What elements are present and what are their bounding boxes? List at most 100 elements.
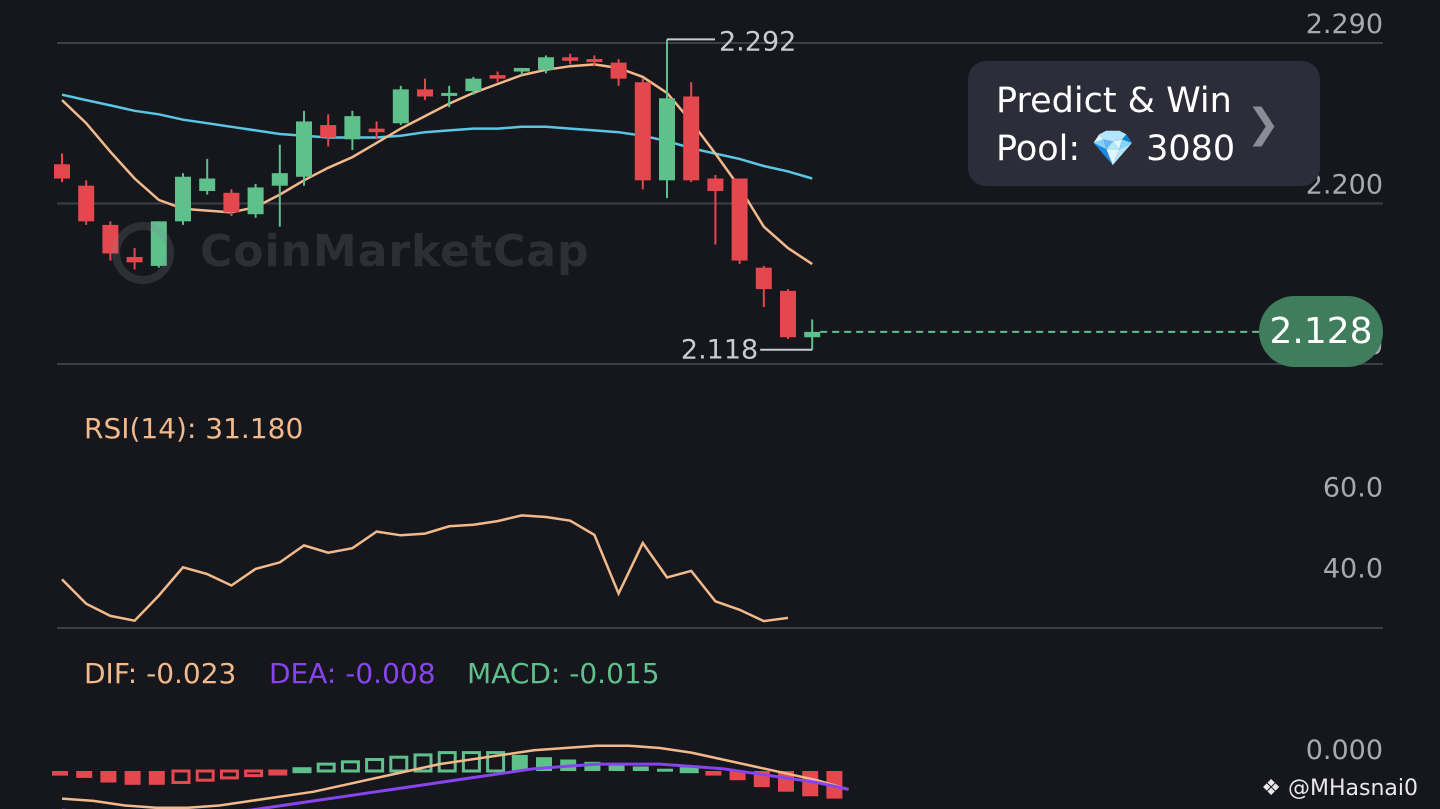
- macd-bar: [679, 767, 699, 774]
- candle: [344, 110, 361, 150]
- candle: [755, 265, 772, 307]
- chevron-right-icon: ❯: [1246, 101, 1280, 147]
- candle-body: [659, 98, 675, 181]
- candle-body: [489, 75, 506, 79]
- macd-bar: [100, 771, 117, 783]
- rsi-label: RSI(14): 31.180: [84, 412, 304, 445]
- candle-body: [296, 121, 312, 177]
- candle-body: [54, 164, 70, 179]
- candle-body: [78, 185, 95, 222]
- candle-body: [392, 89, 409, 124]
- macd-bar: [316, 762, 336, 773]
- macd-bar: [461, 751, 481, 773]
- pool-label: Pool:: [996, 129, 1092, 169]
- author-handle: @MHasnai: [1287, 776, 1404, 801]
- pool-value: 3080: [1146, 129, 1236, 169]
- macd-bar: [389, 755, 409, 773]
- dea-line: [62, 762, 849, 809]
- candle: [683, 82, 700, 183]
- dea-label: DEA: -0.008: [269, 657, 436, 690]
- ma-long-line: [61, 93, 813, 180]
- candle-body: [755, 267, 772, 290]
- candle-body: [199, 178, 216, 192]
- candle: [465, 76, 482, 95]
- candles: [54, 39, 821, 350]
- candle-body: [368, 128, 385, 133]
- candle: [199, 158, 216, 195]
- candle-body: [247, 187, 264, 215]
- candle: [392, 85, 409, 126]
- rsi-line: [61, 514, 789, 623]
- macd-label: MACD: -0.015: [467, 657, 660, 690]
- macd-tick-label: 0.000: [1306, 735, 1383, 766]
- macd-bar: [486, 751, 506, 773]
- candle-body: [634, 82, 651, 181]
- binance-icon: ❖: [1261, 776, 1281, 801]
- macd-bar: [511, 754, 528, 771]
- candle-body: [780, 290, 796, 338]
- macd-bar: [148, 771, 165, 785]
- macd-panel: [52, 744, 849, 809]
- author-suffix: 0: [1404, 776, 1418, 801]
- candle-body: [320, 125, 337, 138]
- candle-body: [223, 192, 240, 213]
- price-annotations: 2.292 2.118: [667, 26, 1262, 366]
- candle-body: [513, 67, 530, 72]
- candle-body: [441, 92, 458, 96]
- candle: [562, 53, 579, 65]
- macd-bar: [124, 771, 141, 785]
- candle: [707, 174, 724, 245]
- candle: [271, 144, 288, 227]
- macd-bar: [244, 769, 264, 778]
- coinmarketcap-logo-icon: [112, 222, 174, 284]
- rsi-tick-label: 40.0: [1323, 553, 1383, 584]
- macd-bar: [657, 768, 673, 772]
- candle: [659, 39, 675, 199]
- macd-bar: [268, 769, 288, 776]
- rsi-tick-label: 60.0: [1323, 472, 1383, 503]
- candle: [417, 78, 433, 101]
- grid-lines: [57, 42, 1383, 629]
- candle-body: [804, 331, 821, 338]
- macd-bar: [292, 767, 312, 774]
- candle: [586, 55, 603, 67]
- candle: [441, 85, 458, 108]
- predict-win-card[interactable]: Predict & Win Pool: 💎 3080 ❯: [968, 61, 1320, 186]
- macd-bar: [729, 771, 746, 781]
- candle-body: [707, 178, 724, 192]
- candle: [368, 121, 385, 140]
- price-tick-label: 2.290: [1306, 9, 1383, 40]
- macd-bar: [365, 758, 385, 773]
- high-label: 2.292: [719, 26, 796, 57]
- candle-body: [610, 62, 627, 79]
- watermark: CoinMarketCap: [200, 226, 590, 277]
- candle-body: [586, 59, 603, 63]
- candle: [610, 59, 627, 86]
- candle: [296, 110, 312, 186]
- dif-label: DIF: -0.023: [84, 657, 237, 690]
- candle-body: [465, 78, 482, 92]
- macd-bar: [76, 771, 93, 778]
- candle-body: [417, 89, 433, 97]
- candle: [538, 55, 554, 74]
- macd-bar: [340, 760, 360, 773]
- candle-body: [731, 178, 748, 261]
- macd-bar: [171, 769, 191, 784]
- predict-pool: Pool: 💎 3080: [996, 125, 1320, 173]
- macd-bar: [195, 769, 215, 782]
- candle: [731, 178, 748, 265]
- macd-bar: [219, 769, 239, 780]
- candle: [175, 173, 191, 225]
- current-price-badge: 2.128: [1259, 296, 1383, 367]
- author-watermark: ❖ @MHasnai0: [1261, 776, 1418, 801]
- predict-title: Predict & Win: [996, 81, 1232, 121]
- macd-bar: [705, 771, 722, 776]
- macd-bar: [608, 764, 625, 771]
- candle: [780, 289, 796, 340]
- diamond-icon: 💎: [1091, 129, 1135, 169]
- candle-body: [271, 173, 288, 186]
- candle-body: [538, 57, 554, 70]
- macd-bar: [413, 753, 433, 773]
- candle-body: [683, 96, 700, 181]
- candle-body: [175, 176, 191, 222]
